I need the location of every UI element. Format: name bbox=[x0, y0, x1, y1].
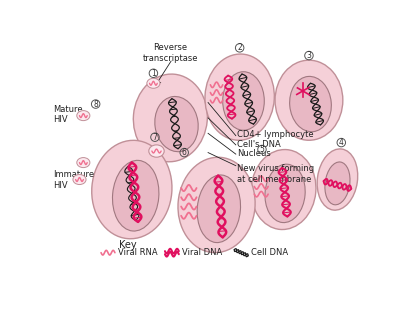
Text: 4: 4 bbox=[339, 138, 344, 147]
Text: Nucleus: Nucleus bbox=[237, 149, 271, 158]
Text: 3: 3 bbox=[306, 51, 311, 60]
Text: Cell DNA: Cell DNA bbox=[251, 248, 288, 257]
Text: 7: 7 bbox=[152, 133, 157, 142]
Text: Viral RNA: Viral RNA bbox=[118, 248, 158, 257]
Ellipse shape bbox=[205, 54, 274, 140]
Text: Reverse
transcriptase: Reverse transcriptase bbox=[143, 43, 198, 63]
Ellipse shape bbox=[92, 140, 172, 239]
Ellipse shape bbox=[325, 162, 350, 205]
Ellipse shape bbox=[73, 175, 86, 184]
Text: Viral DNA: Viral DNA bbox=[182, 248, 222, 257]
Text: New virus forming
at cell membrane: New virus forming at cell membrane bbox=[237, 164, 314, 184]
Text: 2: 2 bbox=[237, 43, 242, 52]
Text: Cell's DNA: Cell's DNA bbox=[237, 140, 281, 149]
Text: Key: Key bbox=[119, 240, 136, 250]
Text: CD4+ lymphocyte: CD4+ lymphocyte bbox=[237, 130, 314, 139]
Text: Mature
HIV: Mature HIV bbox=[53, 105, 83, 124]
Ellipse shape bbox=[251, 150, 316, 230]
Ellipse shape bbox=[112, 160, 159, 231]
Ellipse shape bbox=[149, 145, 164, 157]
Text: Immature
HIV: Immature HIV bbox=[53, 170, 94, 190]
Ellipse shape bbox=[133, 74, 207, 162]
Ellipse shape bbox=[155, 96, 198, 152]
Ellipse shape bbox=[275, 60, 343, 140]
Ellipse shape bbox=[265, 164, 305, 222]
Text: 6: 6 bbox=[182, 148, 187, 157]
Ellipse shape bbox=[317, 149, 358, 210]
Ellipse shape bbox=[197, 175, 240, 243]
Ellipse shape bbox=[77, 111, 90, 121]
Ellipse shape bbox=[290, 76, 331, 132]
Text: 1: 1 bbox=[151, 69, 156, 78]
Text: 5: 5 bbox=[260, 145, 264, 154]
Ellipse shape bbox=[178, 157, 255, 253]
Ellipse shape bbox=[223, 72, 264, 130]
Ellipse shape bbox=[77, 158, 90, 167]
Text: 8: 8 bbox=[93, 99, 98, 108]
Ellipse shape bbox=[147, 78, 160, 88]
